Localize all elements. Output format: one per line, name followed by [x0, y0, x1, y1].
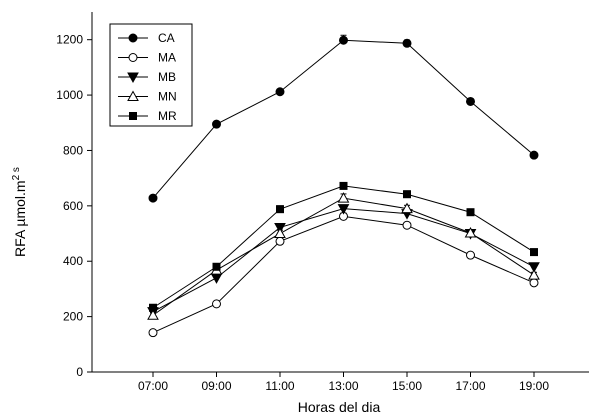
legend-label-mn: MN	[158, 90, 177, 104]
data-point-ca	[212, 119, 221, 129]
legend-marker-mn	[127, 90, 139, 101]
data-point-mn	[528, 269, 540, 280]
series-ma	[148, 211, 539, 338]
data-point-ca	[402, 38, 412, 48]
data-point-mr	[466, 208, 475, 217]
data-point-ca	[339, 35, 348, 45]
y-tick-label: 0	[76, 365, 83, 379]
axes: 0 200 400 600 800 1000 1200 07:00 09:00 11:00 13:0…	[56, 12, 589, 393]
legend-marker-mr	[129, 112, 137, 120]
y-tick-label: 400	[63, 254, 83, 268]
y-tick-label: 800	[63, 143, 83, 157]
legend: CA MA MB MN MR	[109, 23, 193, 127]
legend-marker-mb	[127, 72, 139, 84]
y-tick-label: 1000	[56, 88, 83, 102]
data-point-ma	[529, 278, 539, 288]
legend-label-ca: CA	[158, 31, 175, 45]
legend-label-mr: MR	[158, 109, 177, 123]
data-point-mb	[210, 273, 223, 284]
y-tick-label: 600	[63, 199, 83, 213]
data-point-mb	[337, 204, 350, 215]
data-point-mr	[276, 205, 284, 214]
legend-marker-ma	[128, 53, 138, 62]
data-point-ma	[466, 250, 475, 260]
data-point-mr	[403, 190, 411, 199]
data-point-ma	[275, 236, 285, 246]
x-tick-label: 13:00	[328, 379, 358, 393]
series-mr	[149, 181, 538, 312]
y-tick-label: 200	[63, 310, 83, 324]
series-layer	[147, 34, 540, 338]
data-point-ca	[275, 87, 285, 97]
data-point-ca	[529, 150, 539, 160]
legend-label-mb: MB	[158, 70, 176, 84]
data-point-mr	[339, 181, 348, 190]
legend-marker-ca	[128, 33, 138, 43]
series-ca	[148, 34, 539, 203]
data-point-mn	[274, 227, 286, 239]
data-point-ca	[148, 193, 158, 203]
series-mb-line	[152, 208, 535, 313]
data-point-mn	[147, 309, 159, 320]
legend-label-ma: MA	[158, 51, 176, 65]
data-point-ma	[402, 220, 412, 230]
data-point-mn	[464, 226, 477, 238]
legend-box	[109, 23, 193, 127]
data-point-mb	[528, 262, 540, 273]
x-tick-label: 19:00	[519, 379, 549, 393]
x-tick-label: 07:00	[138, 379, 168, 393]
x-tick-label: 11:00	[265, 379, 294, 393]
data-point-ca	[466, 96, 475, 106]
y-axis-label-superscript: 2 s	[11, 167, 22, 180]
data-point-mr	[149, 303, 157, 312]
y-axis-label: RFA µmol.m2 s	[11, 167, 28, 257]
series-mb	[147, 204, 540, 318]
data-point-mn	[401, 202, 413, 214]
x-tick-label: 09:00	[201, 379, 231, 393]
data-point-ma	[212, 299, 221, 309]
data-point-mr	[530, 248, 538, 257]
data-point-ma	[148, 328, 158, 338]
y-axis-label-main: RFA µmol.m	[12, 180, 28, 257]
x-tick-label: 17:00	[455, 379, 485, 393]
data-point-mr	[212, 262, 221, 271]
x-axis-label: Horas del dia	[298, 399, 381, 415]
y-tick-label: 1200	[56, 33, 83, 47]
series-ca-line	[152, 39, 535, 199]
data-point-mn	[337, 192, 350, 203]
x-tick-label: 15:00	[392, 379, 422, 393]
